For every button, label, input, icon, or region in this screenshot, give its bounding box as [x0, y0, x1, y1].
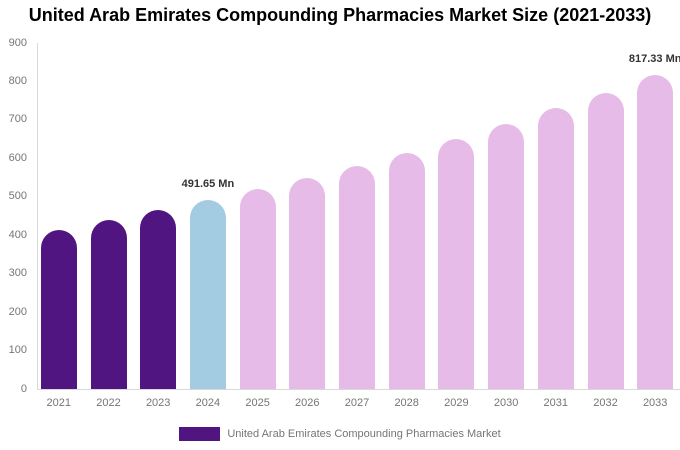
x-tick-label-2022: 2022: [96, 397, 121, 409]
legend-item[interactable]: United Arab Emirates Compounding Pharmac…: [0, 426, 680, 442]
y-tick-label-300: 300: [8, 267, 27, 280]
bar-2028[interactable]: [388, 152, 425, 389]
bar-2032[interactable]: [587, 93, 624, 389]
bar-2030[interactable]: [488, 123, 525, 389]
chart-title: United Arab Emirates Compounding Pharmac…: [28, 5, 652, 25]
value-label-2024: 491.65 Mn: [181, 178, 235, 190]
x-tick-label-2028: 2028: [394, 397, 419, 409]
y-tick-label-100: 100: [8, 344, 27, 357]
x-tick-label-2033: 2033: [642, 397, 668, 409]
x-tick-label-2029: 2029: [444, 397, 469, 409]
x-tick-label-2030: 2030: [493, 397, 519, 409]
y-tick-label-800: 800: [8, 74, 27, 87]
bar-2031[interactable]: [537, 108, 574, 389]
x-axis-line: [37, 389, 680, 390]
x-tick-label-2027: 2027: [344, 397, 370, 409]
bar-2021[interactable]: [40, 229, 77, 389]
x-tick-label-2023: 2023: [145, 397, 171, 409]
bar-2033[interactable]: [637, 74, 674, 389]
x-tick-label-2026: 2026: [295, 397, 320, 409]
legend-label: United Arab Emirates Compounding Pharmac…: [227, 428, 501, 440]
y-tick-label-0: 0: [20, 382, 27, 395]
x-tick-label-2021: 2021: [46, 397, 72, 409]
x-tick-label-2024: 2024: [195, 397, 221, 409]
value-label-2033: 817.33 Mn: [628, 52, 680, 65]
legend-swatch: [179, 427, 221, 441]
y-tick-label-200: 200: [8, 305, 27, 318]
bar-2026[interactable]: [289, 177, 326, 389]
bar-2025[interactable]: [239, 189, 276, 389]
y-tick-label-400: 400: [8, 228, 27, 241]
x-tick-label-2032: 2032: [593, 397, 618, 409]
bar-2022[interactable]: [90, 219, 127, 389]
y-tick-label-700: 700: [8, 113, 27, 126]
bar-2023[interactable]: [140, 210, 177, 389]
y-tick-label-600: 600: [8, 151, 27, 164]
y-tick-label-500: 500: [8, 190, 27, 203]
x-tick-label-2025: 2025: [245, 397, 270, 409]
bar-2029[interactable]: [438, 139, 475, 389]
x-tick-label-2031: 2031: [543, 397, 569, 409]
bar-2027[interactable]: [339, 166, 375, 389]
bar-2024[interactable]: [189, 200, 226, 389]
y-tick-label-900: 900: [8, 36, 27, 49]
y-axis-line: [37, 43, 38, 390]
